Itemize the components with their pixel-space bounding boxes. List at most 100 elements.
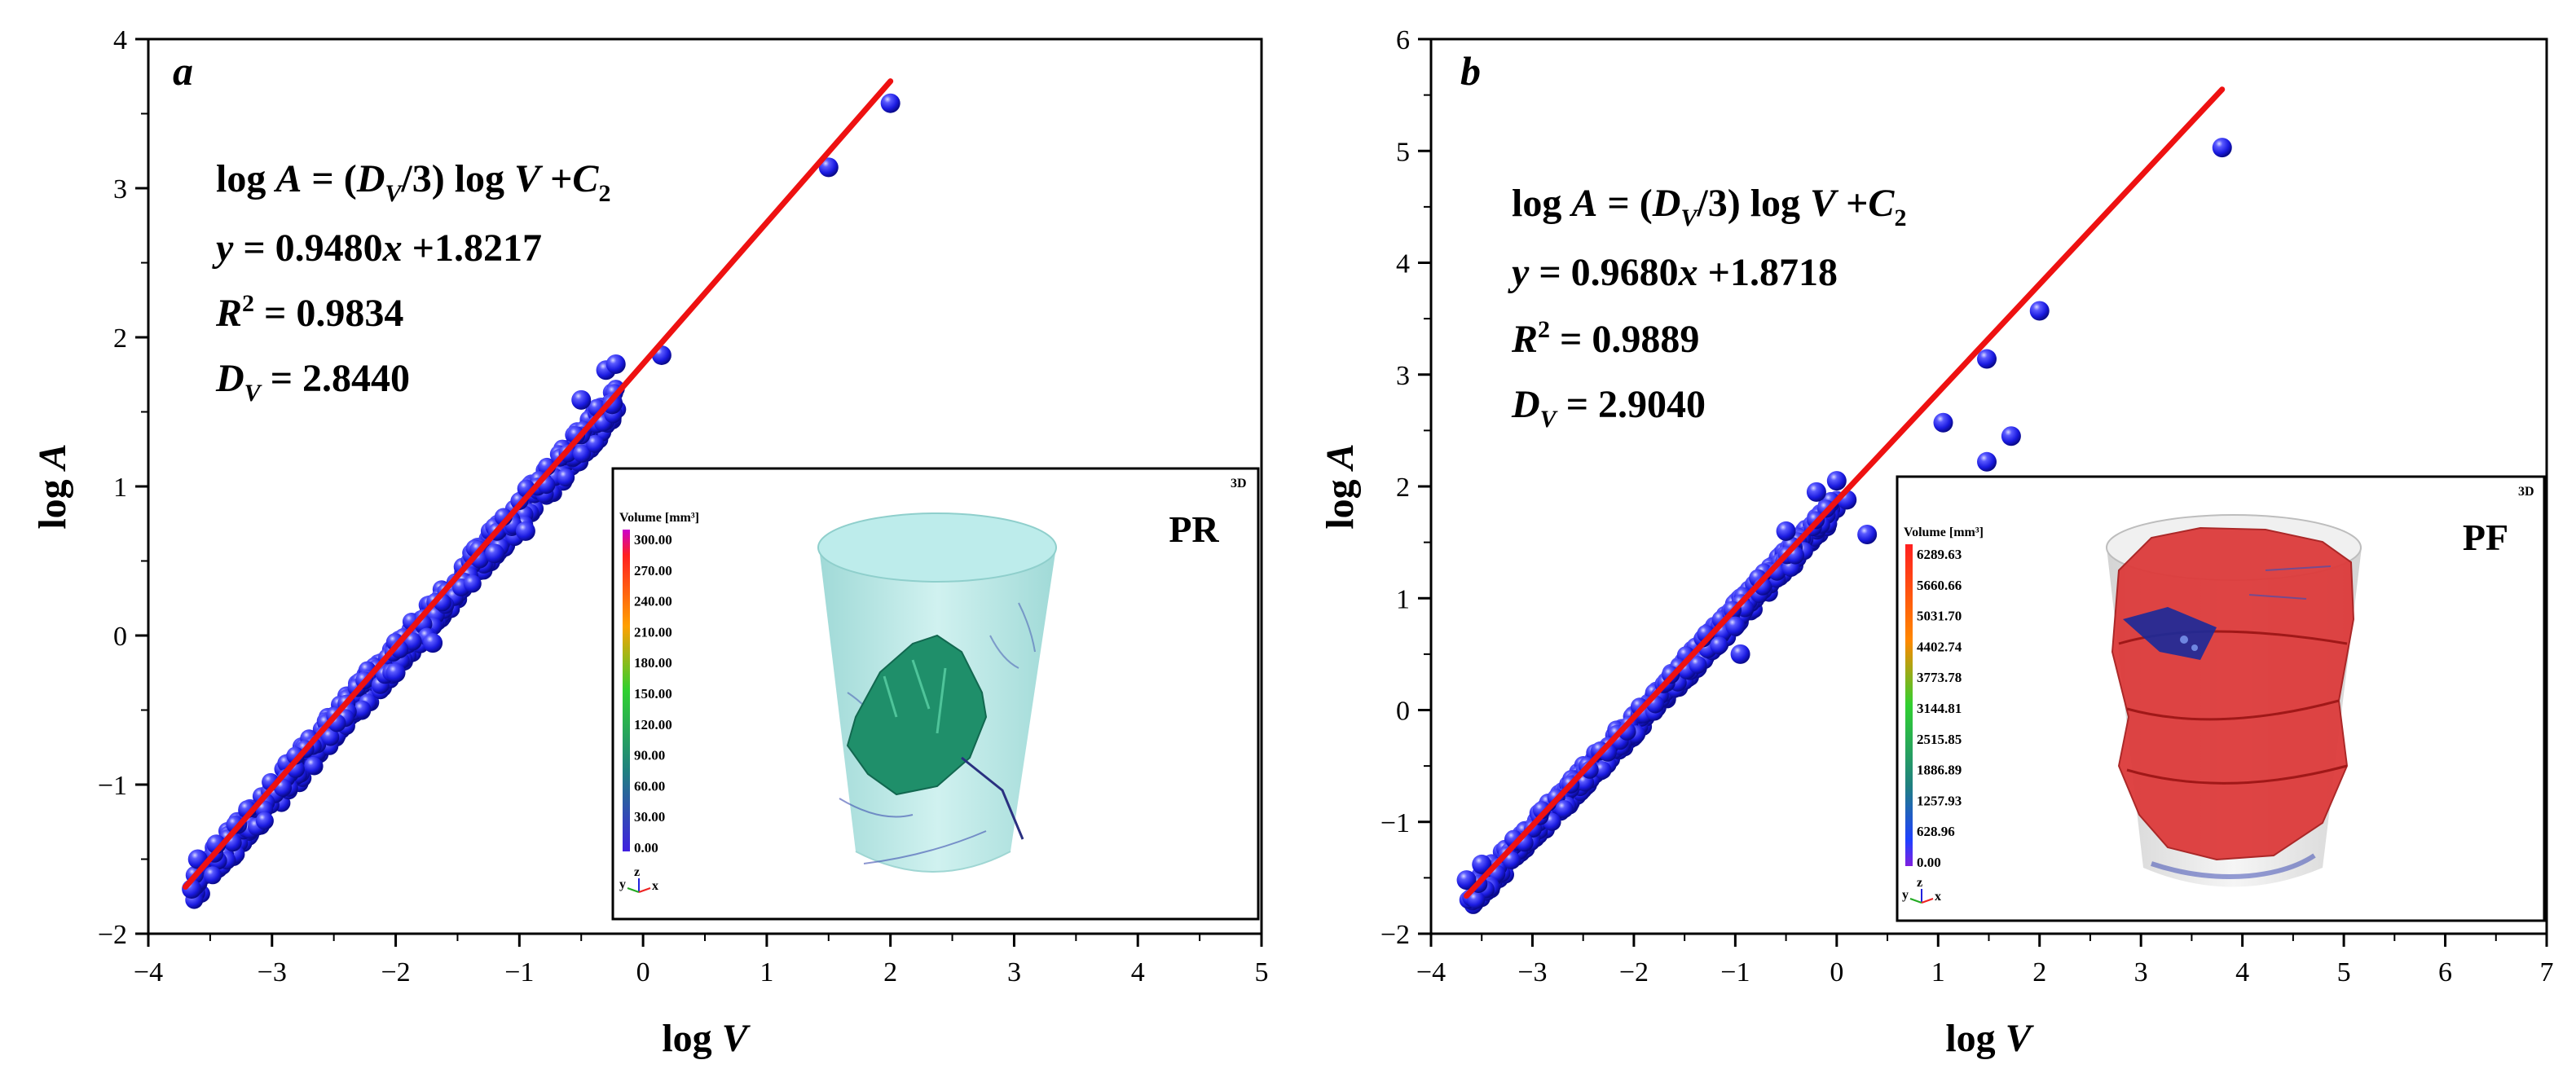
scatter-point bbox=[1555, 800, 1574, 818]
cylinder-render-b bbox=[2106, 514, 2362, 887]
x-tick-label: −4 bbox=[1416, 957, 1446, 987]
y-tick-label: 1 bbox=[1396, 584, 1410, 614]
axis-triad-letter: z bbox=[634, 865, 640, 879]
y-tick-labels-b: −2 −1 0 1 2 3 4 5 6 bbox=[1380, 25, 1410, 950]
y-tick-label: −2 bbox=[1380, 920, 1410, 950]
panel-letter-b: b bbox=[1460, 48, 1481, 94]
legend-value: 300.00 bbox=[634, 532, 672, 548]
scatter-point bbox=[304, 756, 323, 775]
x-tick-label: 4 bbox=[2235, 957, 2249, 987]
scatter-point bbox=[1977, 349, 1997, 369]
legend-value: 5660.66 bbox=[1917, 578, 1962, 593]
y-tick-label: −1 bbox=[98, 771, 127, 801]
scatter-point bbox=[255, 812, 274, 830]
scatter-points-b bbox=[1456, 138, 2232, 891]
scatter-point bbox=[602, 394, 623, 415]
scatter-point bbox=[1977, 451, 1997, 472]
eq-r2-b: R2 = 0.9889 bbox=[1511, 316, 1699, 361]
legend-value: 0.00 bbox=[634, 840, 658, 855]
legend-value: 30.00 bbox=[634, 809, 665, 825]
legend-value: 120.00 bbox=[634, 717, 672, 732]
x-axis-var-a: V bbox=[722, 1017, 751, 1060]
equation-block-b: log A = (DV/3) log V +C2 y = 0.9680x +1.… bbox=[1508, 182, 1906, 433]
legend-title-a: Volume [mm³] bbox=[619, 511, 699, 525]
eq-r2-a: R2 = 0.9834 bbox=[215, 290, 403, 335]
y-tick-label: 0 bbox=[113, 622, 127, 652]
legend-value: 270.00 bbox=[634, 563, 672, 578]
cylinder-render-a bbox=[817, 512, 1057, 873]
y-tick-label: 0 bbox=[1396, 697, 1410, 727]
scatter-point bbox=[880, 93, 900, 113]
fracture-b bbox=[2111, 526, 2355, 861]
axis-triad-a: y z x bbox=[619, 865, 658, 893]
scatter-point bbox=[818, 157, 839, 178]
eq-dv-a: DV = 2.8440 bbox=[215, 357, 410, 407]
scatter-point bbox=[1593, 761, 1612, 780]
axis-triad-letter: x bbox=[652, 879, 658, 893]
scatter-point bbox=[1806, 482, 1826, 502]
x-tick-label: 4 bbox=[1131, 957, 1145, 987]
y-tick-label: 3 bbox=[1396, 361, 1410, 391]
scatter-point bbox=[571, 389, 592, 410]
y-tick-label: −1 bbox=[1380, 808, 1410, 838]
axis-triad-letter: y bbox=[1902, 888, 1909, 902]
eq-general-a: log A = (DV/3) log V +C2 bbox=[216, 157, 610, 207]
ticks-b bbox=[1418, 37, 2548, 947]
x-axis-title-a: log V bbox=[662, 1017, 751, 1060]
fit-line-a bbox=[183, 78, 894, 891]
x-tick-label: 2 bbox=[2032, 957, 2046, 987]
scatter-point bbox=[484, 543, 504, 564]
legend-value: 4402.74 bbox=[1917, 639, 1962, 654]
scatter-point bbox=[321, 728, 340, 746]
x-tick-label: −2 bbox=[1619, 957, 1649, 987]
y-tick-label: 3 bbox=[113, 174, 127, 205]
scatter-point bbox=[567, 426, 586, 445]
scatter-point bbox=[1689, 656, 1707, 674]
y-tick-label: 2 bbox=[113, 323, 127, 354]
legend-colorbar-a bbox=[623, 530, 630, 851]
x-tick-label: 1 bbox=[1931, 957, 1945, 987]
scatter-point bbox=[557, 468, 575, 487]
scatter-point bbox=[353, 700, 372, 719]
legend-values-b: 6289.63 5660.66 5031.70 4402.74 3773.78 3144.… bbox=[1917, 547, 1962, 870]
legend-value: 6289.63 bbox=[1917, 547, 1962, 562]
inset-tag-b: 3D bbox=[2518, 485, 2534, 499]
scatter-point bbox=[573, 444, 591, 463]
axis-triad-b: y z x bbox=[1902, 876, 1941, 904]
y-tick-label: −2 bbox=[98, 920, 127, 950]
y-tick-label: 1 bbox=[113, 473, 127, 503]
fit-line-b bbox=[1464, 86, 2226, 899]
ticks-a bbox=[135, 37, 1263, 947]
x-tick-label: 5 bbox=[2337, 957, 2351, 987]
x-tick-label: 5 bbox=[1255, 957, 1269, 987]
scatter-point bbox=[1730, 644, 1750, 664]
y-tick-label: 6 bbox=[1396, 25, 1410, 55]
x-axis-title-b: log V bbox=[1945, 1017, 2034, 1060]
inset-tag-a: 3D bbox=[1231, 477, 1247, 490]
scatter-point bbox=[1725, 616, 1746, 636]
eq-general-b: log A = (DV/3) log V +C2 bbox=[1512, 182, 1906, 231]
y-tick-labels-a: −2 −1 0 1 2 3 4 bbox=[98, 25, 127, 950]
inset-b: 3D PF Volume [mm³] 6289.63 5660.66 5031.70… bbox=[1896, 475, 2546, 922]
legend-value: 60.00 bbox=[634, 778, 665, 794]
y-axis-title-a: log A bbox=[31, 443, 74, 529]
legend-value: 2515.85 bbox=[1917, 732, 1962, 747]
scatter-point bbox=[1776, 521, 1796, 541]
scatter-point bbox=[2029, 301, 2050, 321]
inset-label-b: PF bbox=[2463, 517, 2508, 558]
chart-panel-a: −4 −3 −2 −1 0 1 2 3 4 5 −2 −1 0 1 2 3 4 log V log A a l… bbox=[31, 25, 1269, 1060]
x-tick-label: 0 bbox=[1830, 957, 1843, 987]
legend-value: 5031.70 bbox=[1917, 609, 1962, 624]
x-tick-label: −2 bbox=[381, 957, 410, 987]
scatter-point bbox=[403, 632, 422, 651]
legend-value: 3773.78 bbox=[1917, 670, 1962, 685]
legend-value: 0.00 bbox=[1917, 855, 1941, 870]
y-tick-label: 4 bbox=[1396, 249, 1410, 279]
x-tick-label: 1 bbox=[760, 957, 773, 987]
legend-title-b: Volume [mm³] bbox=[1904, 526, 1984, 539]
scatter-point bbox=[605, 354, 626, 374]
x-tick-label: −1 bbox=[504, 957, 534, 987]
inset-a: 3D PR Volume [mm³] 300.00 270.00 240.00 210… bbox=[611, 467, 1260, 921]
scatter-point bbox=[204, 866, 222, 885]
scatter-point bbox=[1933, 412, 1953, 433]
